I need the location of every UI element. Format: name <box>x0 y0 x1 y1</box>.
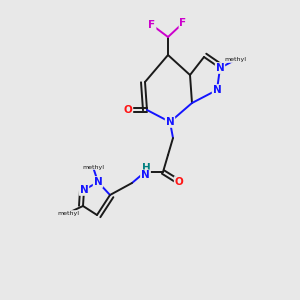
Text: N: N <box>213 85 221 95</box>
Text: O: O <box>124 105 132 115</box>
Text: methyl: methyl <box>82 164 104 169</box>
Text: methyl: methyl <box>57 211 79 215</box>
Text: N: N <box>94 177 102 187</box>
Text: F: F <box>148 20 156 30</box>
Text: N: N <box>141 170 149 180</box>
Text: methyl: methyl <box>224 58 246 62</box>
Text: N: N <box>80 185 88 195</box>
Text: N: N <box>216 63 224 73</box>
Text: O: O <box>175 177 183 187</box>
Text: H: H <box>142 163 150 173</box>
Text: N: N <box>166 117 174 127</box>
Text: F: F <box>179 18 187 28</box>
